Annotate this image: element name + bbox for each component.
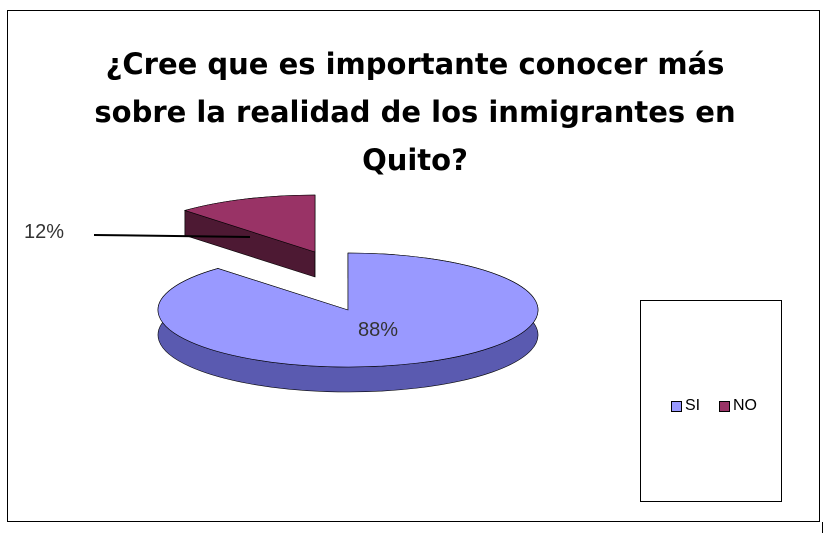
- legend-swatch-si: [671, 400, 682, 412]
- legend-item-no: NO: [719, 397, 757, 415]
- frame-edge-mark: [822, 522, 823, 533]
- data-label-leader-no: [93, 234, 251, 238]
- chart-title-line-2: sobre la realidad de los inmigrantes en: [94, 95, 736, 129]
- legend-label-si: SI: [685, 397, 701, 414]
- pie-slice-si: [157, 252, 539, 368]
- legend-item-si: SI: [671, 397, 700, 415]
- data-label-no: 12%: [24, 221, 64, 243]
- legend-label-no: NO: [733, 397, 757, 414]
- chart-title-line-3: Quito?: [362, 143, 468, 177]
- chart-title: ¿Cree que es importante conocer más sobr…: [0, 40, 830, 184]
- data-label-si: 88%: [358, 319, 398, 341]
- legend-swatch-no: [719, 400, 730, 412]
- pie-slice-no: [183, 194, 316, 253]
- chart-title-line-1: ¿Cree que es importante conocer más: [105, 47, 725, 81]
- legend: SI NO: [640, 300, 782, 502]
